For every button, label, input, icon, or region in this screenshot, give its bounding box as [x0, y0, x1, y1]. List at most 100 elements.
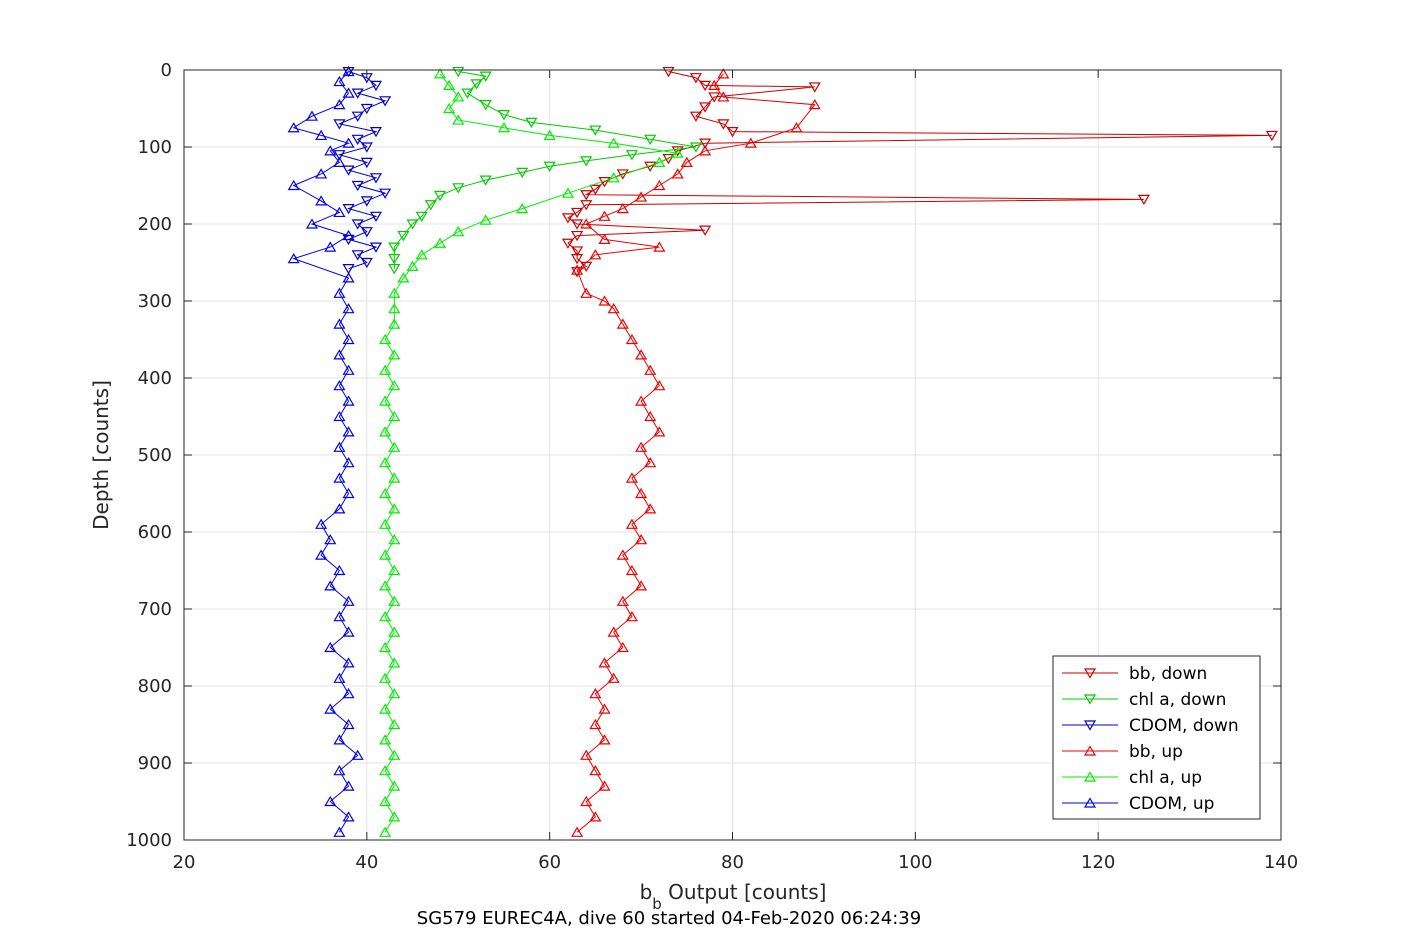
x-axis-label-sub: b	[652, 895, 662, 913]
data-point	[644, 364, 657, 375]
data-point	[379, 487, 392, 499]
data-point	[625, 472, 638, 483]
legend-label: chl a, up	[1129, 768, 1202, 788]
data-point	[616, 318, 629, 329]
series-line	[292, 71, 359, 833]
data-point	[379, 734, 392, 745]
y-tick-label: 900	[138, 753, 172, 774]
data-point	[388, 303, 401, 314]
x-tick-label: 140	[1264, 852, 1298, 873]
data-point	[598, 233, 611, 244]
legend-marker	[1083, 720, 1097, 731]
data-point	[379, 188, 392, 199]
series-line	[337, 71, 387, 270]
data-point	[342, 87, 355, 98]
data-point	[653, 156, 666, 167]
x-tick-label: 100	[898, 852, 932, 873]
series-line	[576, 73, 816, 833]
y-tick-label: 500	[138, 445, 172, 466]
legend-marker	[1083, 771, 1097, 782]
data-point	[635, 441, 648, 452]
series-layer	[287, 65, 1278, 837]
data-point	[644, 503, 657, 514]
data-point	[333, 611, 346, 622]
data-point	[333, 287, 346, 298]
data-point	[635, 349, 648, 360]
data-point	[589, 811, 602, 822]
legend-marker	[1083, 745, 1097, 756]
data-point	[589, 688, 602, 699]
y-tick-label: 600	[138, 522, 172, 543]
data-point	[635, 580, 648, 591]
data-point	[351, 111, 364, 122]
data-point	[333, 156, 346, 167]
data-point	[571, 264, 584, 275]
data-point	[333, 826, 346, 837]
data-point	[598, 734, 611, 745]
data-point	[433, 68, 447, 79]
data-point	[333, 672, 346, 683]
data-point	[452, 226, 465, 237]
data-point	[287, 179, 300, 191]
data-point	[369, 242, 383, 253]
legend-marker	[1083, 797, 1097, 808]
legend-box	[1052, 655, 1261, 820]
data-point	[333, 734, 346, 745]
data-point	[333, 410, 346, 422]
data-point	[333, 503, 346, 514]
data-point	[571, 267, 584, 278]
data-point	[699, 80, 712, 92]
data-point	[607, 626, 620, 637]
data-point	[351, 219, 364, 230]
data-point	[388, 688, 401, 699]
data-point	[598, 703, 611, 714]
data-point	[479, 100, 492, 111]
data-point	[342, 457, 355, 468]
data-point	[342, 626, 355, 637]
data-point	[699, 102, 712, 113]
data-point	[342, 264, 355, 275]
data-point	[379, 765, 392, 776]
data-point	[635, 395, 648, 406]
data-point	[808, 98, 821, 110]
data-point	[625, 333, 638, 345]
data-point	[342, 364, 355, 375]
data-point	[625, 150, 638, 161]
data-point	[598, 210, 611, 221]
data-point	[388, 564, 401, 576]
data-point	[452, 91, 465, 102]
caption: SG579 EUREC4A, dive 60 started 04-Feb-20…	[417, 908, 921, 929]
data-point	[699, 145, 712, 156]
data-point	[433, 190, 447, 202]
data-point	[351, 180, 364, 192]
legend-marker	[1083, 668, 1097, 679]
data-point	[379, 672, 392, 683]
data-point	[333, 349, 346, 360]
data-point	[351, 250, 364, 261]
data-point	[571, 207, 584, 219]
data-point	[388, 380, 401, 391]
data-point	[790, 122, 803, 133]
data-point	[616, 641, 629, 653]
data-point	[360, 227, 373, 238]
data-point	[644, 410, 657, 422]
data-point	[379, 395, 392, 406]
data-point	[571, 254, 584, 265]
y-tick-label: 200	[138, 214, 172, 235]
data-point	[653, 179, 666, 191]
data-point	[379, 96, 392, 107]
data-point	[589, 125, 602, 136]
data-point	[388, 410, 401, 422]
data-point	[443, 79, 456, 91]
data-point	[406, 260, 419, 271]
data-point	[424, 200, 437, 211]
data-point	[379, 795, 392, 807]
data-point	[607, 137, 620, 148]
y-tick-label: 0	[161, 60, 172, 81]
x-axis-label-rest: Output [counts]	[662, 880, 827, 904]
data-point	[379, 703, 392, 714]
data-point	[369, 211, 383, 222]
data-point	[388, 349, 401, 360]
data-point	[726, 126, 739, 138]
